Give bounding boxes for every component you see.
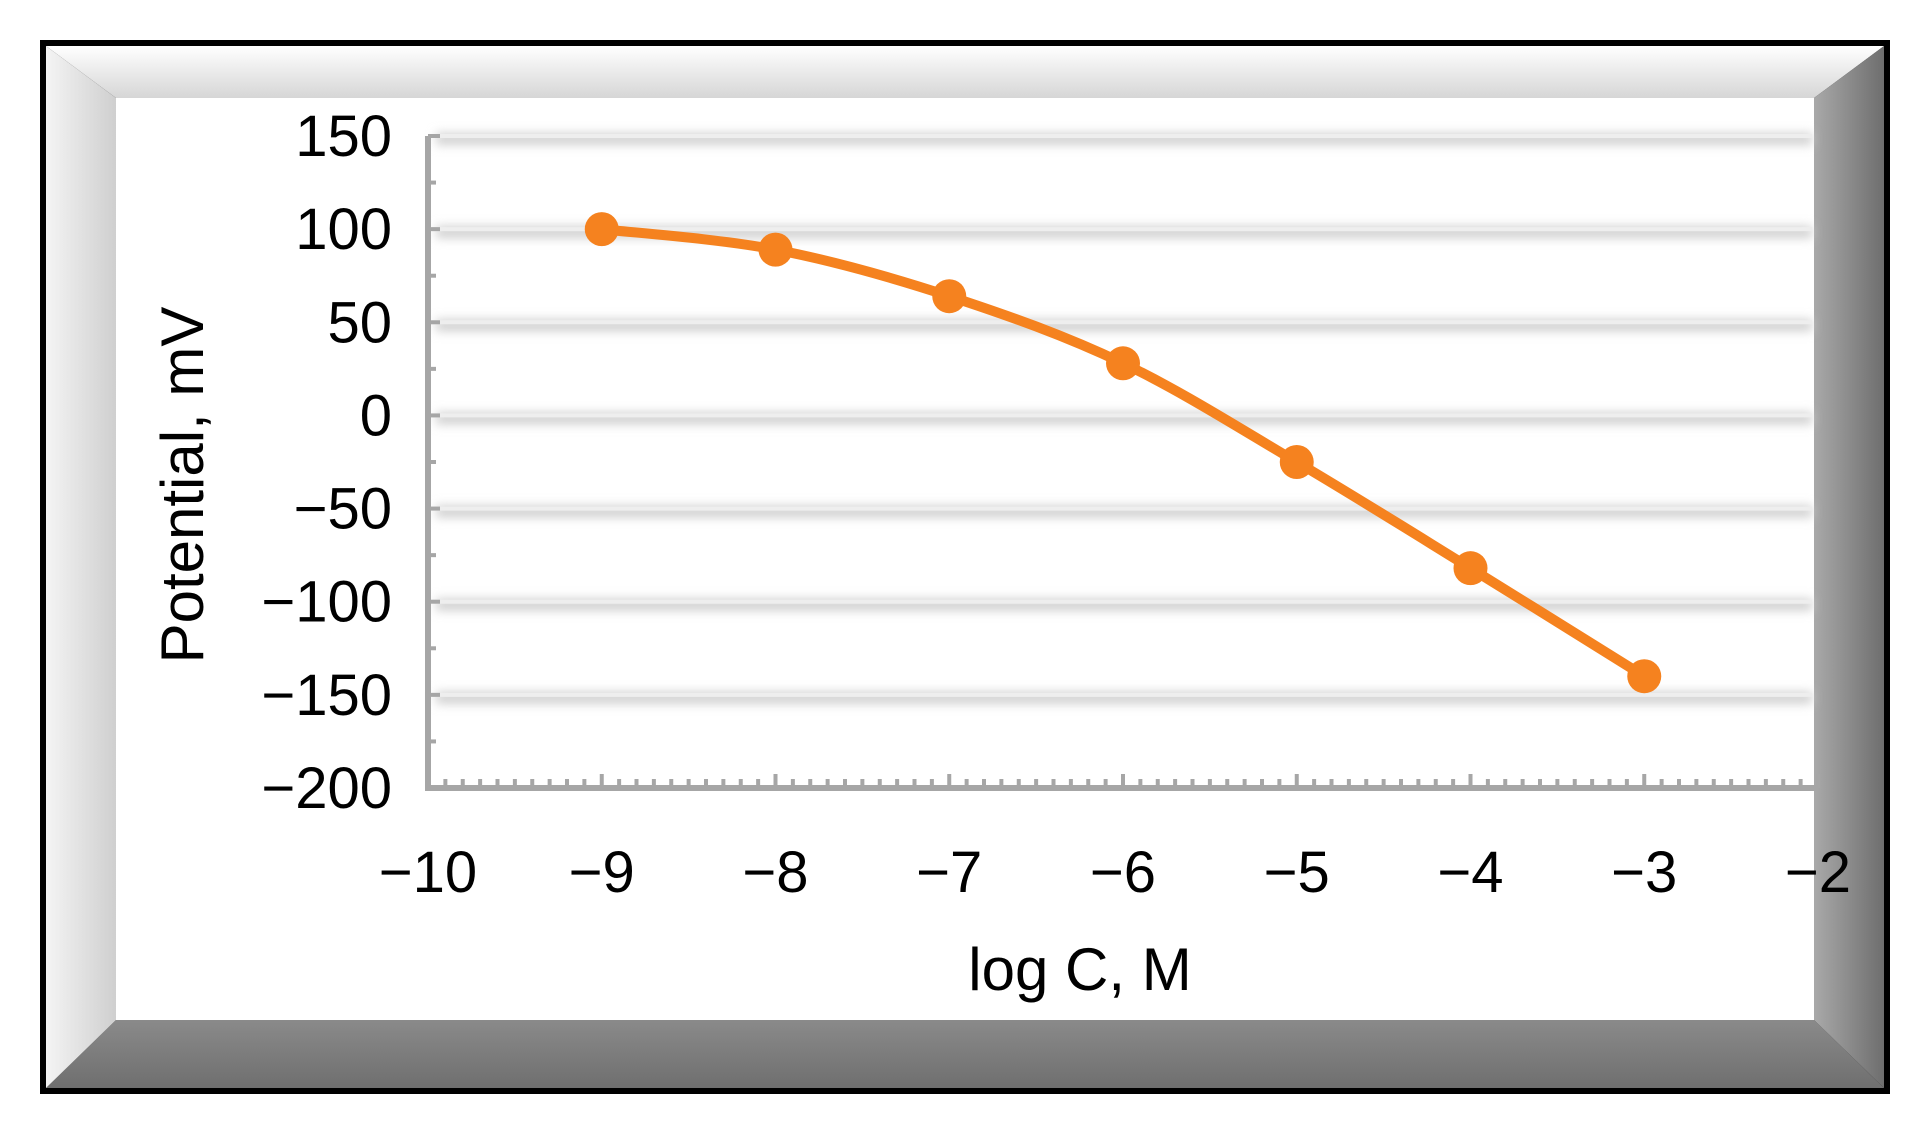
- data-point-2: [932, 279, 967, 314]
- y-tick-label: −100: [261, 570, 392, 635]
- y-tick-label: 0: [360, 383, 392, 448]
- y-tick-labels: 150 100 50 0 −50 −100 −150 −200: [261, 104, 392, 821]
- x-tick-label: −9: [569, 840, 635, 905]
- data-point-6: [1627, 659, 1662, 694]
- gridline-shadow-4: [436, 505, 1812, 518]
- y-axis-label: Potential, mV: [149, 307, 216, 664]
- bevel-frame: [40, 40, 1890, 1094]
- data-point-5: [1453, 551, 1488, 586]
- x-tick-label: −10: [379, 840, 477, 905]
- x-tick-label: −7: [916, 840, 982, 905]
- y-tick-label: −150: [261, 663, 392, 728]
- y-tick-label: 50: [327, 290, 392, 355]
- x-tick-label: −2: [1785, 840, 1851, 905]
- x-tick-label: −3: [1611, 840, 1677, 905]
- y-tick-label: 100: [295, 197, 392, 262]
- x-tick-label: −5: [1264, 840, 1330, 905]
- data-point-1: [758, 232, 793, 267]
- axes: [425, 134, 1820, 791]
- gridlines: [432, 133, 1812, 704]
- x-axis-label: log C, M: [968, 936, 1191, 1003]
- y-tick-label: −50: [294, 477, 392, 542]
- y-tick-label: 150: [295, 104, 392, 169]
- data-point-3: [1106, 346, 1140, 381]
- y-tick-label: −200: [261, 756, 392, 821]
- x-tick-label: −8: [742, 840, 808, 905]
- x-tick-label: −4: [1437, 840, 1503, 905]
- data-point-4: [1279, 445, 1314, 479]
- x-tick-label: −6: [1090, 840, 1156, 905]
- data-series: [584, 212, 1662, 694]
- data-point-0: [584, 212, 619, 247]
- x-tick-labels: −10 −9 −8 −7 −6 −5 −4 −3 −2: [379, 840, 1851, 905]
